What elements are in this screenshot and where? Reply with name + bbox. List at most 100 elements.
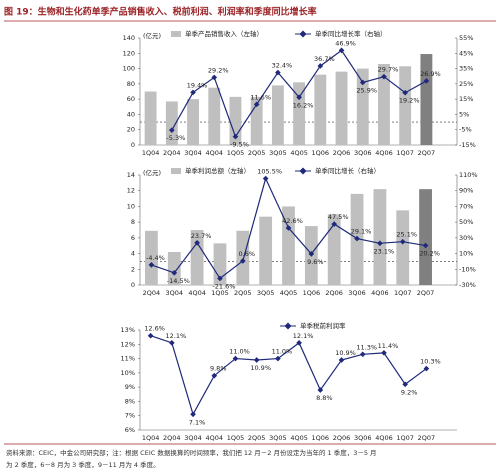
- y-tick-label: 4: [131, 250, 135, 258]
- point: [296, 340, 302, 346]
- y-tick-label: 12%: [121, 340, 135, 348]
- x-tick-label: 1Q05: [227, 434, 245, 442]
- data-label: 11.6%: [250, 93, 271, 101]
- data-label: 11.0%: [229, 348, 250, 356]
- x-tick-label: 3Q05: [269, 434, 287, 442]
- bar: [250, 96, 263, 145]
- point: [423, 78, 430, 84]
- point: [285, 225, 292, 231]
- legend-label: 单季同比增长率（右轴）: [315, 29, 387, 38]
- x-tick-label: 2Q06: [333, 434, 351, 442]
- data-label: 19.2%: [399, 97, 420, 105]
- data-label: 0.6%: [239, 250, 256, 258]
- bar: [213, 243, 227, 285]
- bar: [282, 206, 295, 285]
- x-tick-label: 4Q05: [290, 434, 308, 442]
- y2-tick-label: 70%: [459, 202, 473, 210]
- bar: [144, 91, 157, 145]
- x-tick-label: 3Q04: [184, 149, 202, 157]
- point: [168, 340, 175, 346]
- data-label: 32.4%: [272, 62, 293, 70]
- y2-tick-label: 90%: [459, 187, 473, 195]
- x-tick-label: 3Q04: [184, 434, 202, 442]
- point: [423, 365, 430, 372]
- data-label: 9.8%: [210, 365, 227, 373]
- y2-tick-label: -15%: [459, 141, 476, 149]
- bar: [208, 87, 221, 145]
- legend-swatch: [171, 31, 181, 37]
- x-tick-label: 3Q06: [354, 149, 372, 157]
- legend-label: 单季产品销售收入（左轴）: [185, 29, 263, 38]
- y-tick-label: 8%: [125, 397, 135, 405]
- bar: [419, 189, 432, 285]
- y-tick-label: 6: [131, 234, 135, 242]
- x-tick-label: 1Q07: [396, 434, 414, 442]
- y-tick-label: 9%: [125, 383, 135, 391]
- data-label: -5.3%: [166, 134, 185, 142]
- data-label: 9.2%: [401, 388, 418, 396]
- figure-title: 图 19：生物和生化药单季产品销售收入、税前利润、利润率和季度同比增长率: [4, 6, 317, 18]
- data-label: -4.4%: [146, 254, 165, 262]
- y2-tick-label: 5%: [459, 110, 469, 118]
- y2-tick-label: -5%: [459, 126, 472, 134]
- bar: [314, 74, 327, 145]
- bar: [259, 216, 273, 285]
- x-tick-label: 4Q05: [280, 289, 298, 297]
- point: [402, 381, 409, 388]
- data-label: 9.6%: [307, 258, 324, 266]
- x-tick-label: 2Q05: [248, 149, 266, 157]
- bar: [229, 96, 242, 145]
- bar: [378, 63, 390, 145]
- y-tick-label: 40: [127, 110, 135, 118]
- data-label: 46.9%: [335, 39, 356, 47]
- x-tick-label: 4Q04: [205, 149, 223, 157]
- y-tick-label: 11%: [121, 355, 135, 363]
- data-label: 16.2%: [293, 101, 314, 109]
- x-tick-label: 4Q04: [205, 434, 223, 442]
- x-tick-label: 3Q05: [269, 149, 287, 157]
- point: [194, 239, 200, 246]
- bar: [327, 214, 341, 285]
- data-label: 29.1%: [351, 228, 372, 236]
- point: [217, 275, 223, 282]
- x-tick-label: 1Q04: [142, 149, 160, 157]
- data-label: 26.9%: [420, 70, 441, 78]
- y-tick-label: 6%: [125, 426, 135, 434]
- bar: [190, 230, 204, 285]
- bar: [271, 85, 284, 145]
- point: [275, 355, 281, 362]
- bar: [236, 230, 250, 285]
- legend-swatch: [284, 322, 292, 330]
- data-label: 19.4%: [187, 81, 208, 89]
- point: [275, 69, 281, 76]
- data-label: 10.3%: [420, 358, 441, 366]
- bar: [396, 210, 410, 285]
- point: [308, 251, 315, 257]
- data-label: -9.5%: [230, 141, 249, 149]
- point: [359, 79, 366, 86]
- y2-tick-label: 15%: [459, 95, 473, 103]
- point: [331, 221, 338, 227]
- point: [232, 133, 239, 140]
- data-label: 12.6%: [144, 325, 165, 333]
- data-label: 20.2%: [419, 250, 440, 258]
- data-label: 36.7%: [314, 55, 335, 63]
- bar: [399, 66, 412, 145]
- x-tick-label: 2Q06: [333, 149, 351, 157]
- x-tick-label: 2Q06: [325, 289, 343, 297]
- data-label: 25.1%: [396, 231, 417, 239]
- x-tick-label: 1Q05: [227, 149, 245, 157]
- y-tick-label: 20: [127, 126, 135, 134]
- data-label: 29.2%: [208, 66, 229, 74]
- data-label: 8.8%: [316, 394, 333, 402]
- y2-tick-label: -10%: [459, 265, 476, 273]
- point: [377, 240, 383, 247]
- point: [232, 355, 239, 362]
- x-tick-label: 3Q06: [348, 289, 366, 297]
- bar: [145, 230, 158, 285]
- x-tick-label: 3Q06: [354, 434, 372, 442]
- point: [399, 238, 406, 245]
- data-label: 47.5%: [328, 213, 349, 221]
- bar: [167, 252, 181, 285]
- legend-swatch: [299, 30, 307, 38]
